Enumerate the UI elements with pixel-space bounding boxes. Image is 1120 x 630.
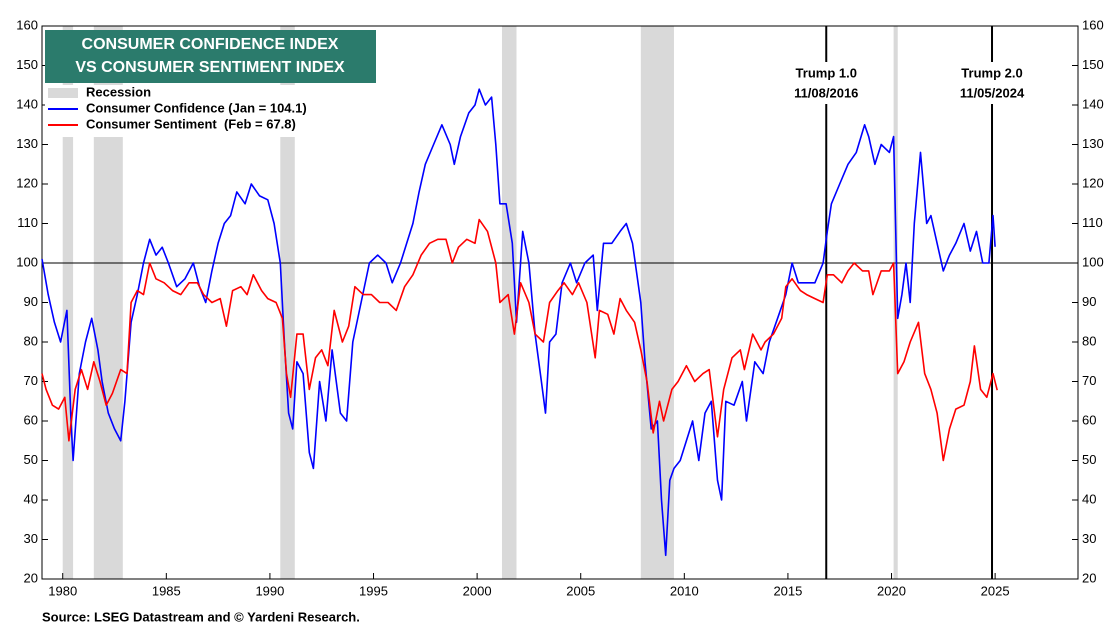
y2-tick-label: 50 <box>1082 452 1096 467</box>
y2-tick-label: 80 <box>1082 333 1096 348</box>
annotation-date: 11/08/2016 <box>794 85 858 100</box>
y-tick-label: 120 <box>16 175 38 190</box>
x-tick-label: 2020 <box>877 583 906 598</box>
legend-label: Recession <box>86 84 151 99</box>
y2-tick-label: 100 <box>1082 254 1104 269</box>
y-tick-label: 140 <box>16 96 38 111</box>
recession-band <box>280 26 295 579</box>
annotation-box <box>950 62 1035 104</box>
y2-tick-label: 160 <box>1082 17 1104 32</box>
x-tick-label: 1990 <box>255 583 284 598</box>
y-tick-label: 30 <box>24 531 38 546</box>
x-tick-label: 2000 <box>463 583 492 598</box>
chart-title: VS CONSUMER SENTIMENT INDEX <box>75 59 345 76</box>
y2-tick-label: 140 <box>1082 96 1104 111</box>
annotation-label: Trump 1.0 <box>796 65 857 80</box>
y-tick-label: 150 <box>16 57 38 72</box>
y2-tick-label: 90 <box>1082 294 1096 309</box>
x-tick-label: 2005 <box>566 583 595 598</box>
series-line <box>41 88 996 557</box>
title-box <box>45 30 376 83</box>
y2-tick-label: 40 <box>1082 491 1096 506</box>
x-tick-label: 2025 <box>981 583 1010 598</box>
y-tick-label: 100 <box>16 254 38 269</box>
y-tick-label: 160 <box>16 17 38 32</box>
annotation-box <box>784 62 869 104</box>
x-tick-label: 1980 <box>48 583 77 598</box>
y2-tick-label: 120 <box>1082 175 1104 190</box>
annotation-date: 11/05/2024 <box>960 85 1025 100</box>
legend-label: Consumer Sentiment (Feb = 67.8) <box>86 116 296 131</box>
x-tick-label: 1995 <box>359 583 388 598</box>
y2-tick-label: 110 <box>1082 215 1103 230</box>
y2-tick-label: 60 <box>1082 412 1096 427</box>
y2-tick-label: 150 <box>1082 57 1104 72</box>
y2-tick-label: 30 <box>1082 531 1096 546</box>
y2-tick-label: 20 <box>1082 570 1096 585</box>
y-tick-label: 20 <box>24 570 38 585</box>
series-line <box>41 218 998 462</box>
y2-tick-label: 70 <box>1082 373 1096 388</box>
source: Source: LSEG Datastream and © Yardeni Re… <box>42 609 360 624</box>
y-tick-label: 90 <box>24 294 38 309</box>
y-tick-label: 110 <box>17 215 38 230</box>
y-tick-label: 50 <box>24 452 38 467</box>
x-tick-label: 2015 <box>773 583 802 598</box>
legend-swatch <box>48 88 78 98</box>
recession-band <box>62 26 74 579</box>
legend-label: Consumer Confidence (Jan = 104.1) <box>86 100 307 115</box>
y-tick-label: 130 <box>16 136 38 151</box>
annotation-label: Trump 2.0 <box>961 65 1022 80</box>
chart-title: CONSUMER CONFIDENCE INDEX <box>82 36 339 53</box>
legend-box <box>45 85 376 137</box>
y-tick-label: 80 <box>24 333 38 348</box>
y-tick-label: 40 <box>24 491 38 506</box>
x-tick-label: 1985 <box>152 583 181 598</box>
recession-band <box>640 26 674 579</box>
y-tick-label: 60 <box>24 412 38 427</box>
y2-tick-label: 130 <box>1082 136 1104 151</box>
y-tick-label: 70 <box>24 373 38 388</box>
x-tick-label: 2010 <box>670 583 699 598</box>
